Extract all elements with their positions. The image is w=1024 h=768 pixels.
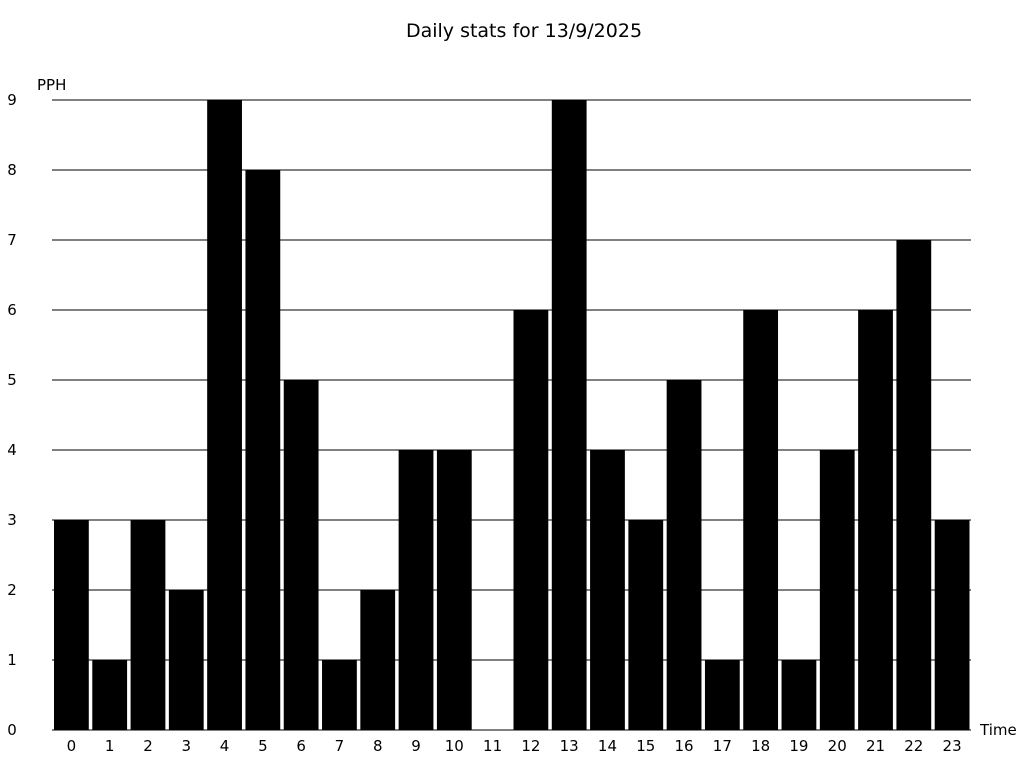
x-tick-label: 22 <box>904 737 923 755</box>
x-tick-label: 11 <box>483 737 502 755</box>
y-tick-label: 9 <box>7 91 17 109</box>
x-tick-label: 19 <box>789 737 808 755</box>
bar-10 <box>436 450 472 730</box>
bar-2 <box>130 520 166 730</box>
x-tick-label: 12 <box>521 737 540 755</box>
bar-4 <box>207 100 242 730</box>
bar-21 <box>858 310 893 730</box>
bar-7 <box>322 660 357 730</box>
x-tick-label: 6 <box>296 737 306 755</box>
y-tick-label: 2 <box>7 581 17 599</box>
y-axis-label: PPH <box>37 76 66 94</box>
chart-title: Daily stats for 13/9/2025 <box>406 20 642 42</box>
x-tick-label: 18 <box>751 737 770 755</box>
bar-12 <box>513 310 549 730</box>
x-tick-label: 20 <box>828 737 847 755</box>
x-tick-label: 14 <box>598 737 617 755</box>
y-tick-label: 6 <box>7 301 17 319</box>
x-tick-label: 8 <box>373 737 383 755</box>
x-tick-label: 16 <box>675 737 694 755</box>
x-tick-label: 7 <box>335 737 345 755</box>
x-axis-label: Time <box>979 721 1017 739</box>
x-tick-label: 4 <box>220 737 230 755</box>
bar-3 <box>168 590 204 730</box>
bar-16 <box>666 380 702 730</box>
x-tick-label: 17 <box>713 737 732 755</box>
y-tick-label: 7 <box>7 231 17 249</box>
bar-15 <box>628 520 664 730</box>
y-tick-label: 0 <box>7 721 17 739</box>
x-tick-label: 9 <box>411 737 421 755</box>
x-tick-label: 1 <box>105 737 115 755</box>
x-tick-label: 0 <box>67 737 77 755</box>
x-tick-label: 2 <box>143 737 153 755</box>
x-tick-label: 3 <box>181 737 191 755</box>
bar-5 <box>245 170 281 730</box>
x-tick-label: 5 <box>258 737 268 755</box>
bar-18 <box>743 310 779 730</box>
y-tick-label: 5 <box>7 371 17 389</box>
bar-23 <box>934 520 970 730</box>
y-tick-label: 4 <box>7 441 17 459</box>
bar-19 <box>781 660 817 730</box>
bar-6 <box>283 380 319 730</box>
bar-22 <box>896 240 932 730</box>
bar-13 <box>551 100 587 730</box>
x-tick-label: 21 <box>866 737 885 755</box>
x-tick-label: 23 <box>943 737 962 755</box>
bar-17 <box>704 660 740 730</box>
y-tick-label: 3 <box>7 511 17 529</box>
x-tick-label: 10 <box>445 737 464 755</box>
bar-1 <box>92 660 128 730</box>
y-tick-label: 1 <box>7 651 17 669</box>
bar-0 <box>54 520 89 730</box>
bar-20 <box>819 450 855 730</box>
y-tick-label: 8 <box>7 161 17 179</box>
bar-9 <box>398 450 434 730</box>
bar-14 <box>590 450 625 730</box>
x-tick-label: 15 <box>636 737 655 755</box>
x-tick-label: 13 <box>560 737 579 755</box>
bar-8 <box>360 590 396 730</box>
